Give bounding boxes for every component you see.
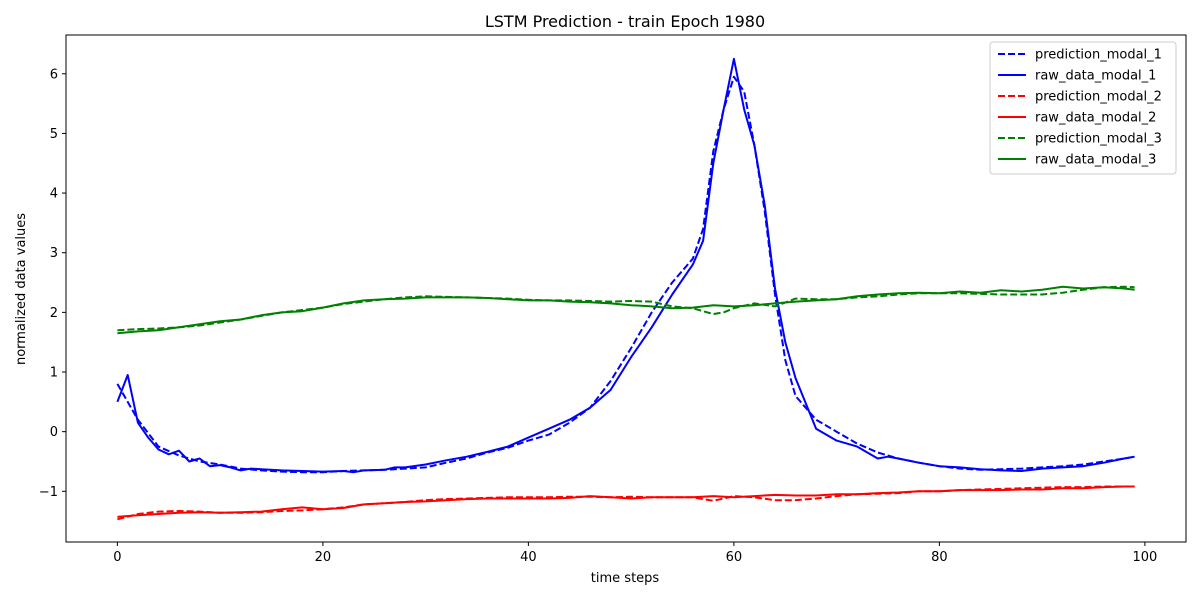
y-tick-label: 1: [50, 366, 58, 381]
series-line-prediction_modal_3: [117, 285, 1135, 332]
x-tick-label: 80: [931, 550, 948, 565]
series-line-raw_data_modal_2: [117, 485, 1135, 518]
legend: prediction_modal_1 raw_data_modal_1predic…: [989, 41, 1177, 175]
x-axis-label: time steps: [591, 571, 660, 586]
axes: 0 20 40 60 80 100 −1 0 1 2 3 4 5 6: [39, 34, 1187, 565]
y-tick-label: −1: [39, 485, 58, 500]
legend-label: raw_data_modal_2: [1035, 111, 1156, 126]
legend-label: prediction_modal_1: [1035, 48, 1162, 63]
y-tick-label: 5: [50, 127, 58, 142]
y-tick-label: 6: [50, 67, 58, 82]
x-tick-label: 60: [726, 550, 743, 565]
series-line-raw_data_modal_3: [117, 285, 1135, 335]
y-tick-label: 3: [50, 246, 58, 261]
series-line-raw_data_modal_1: [116, 57, 1135, 474]
legend-label: prediction_modal_3: [1035, 132, 1162, 147]
chart-title: LSTM Prediction - train Epoch 1980: [485, 12, 765, 31]
x-tick-label: 100: [1132, 550, 1157, 565]
y-tick-label: 2: [50, 306, 58, 321]
x-tick-label: 0: [113, 550, 121, 565]
legend-label: prediction_modal_2: [1035, 90, 1162, 105]
x-tick-label: 40: [520, 550, 537, 565]
plot-area: [116, 57, 1135, 521]
y-tick-label: 4: [50, 187, 58, 202]
plot-frame: [65, 34, 1187, 543]
series-group: [116, 57, 1135, 521]
y-tick-label: 0: [50, 425, 58, 440]
y-axis-label: normalized data values: [14, 213, 29, 365]
x-tick-label: 20: [315, 550, 332, 565]
legend-label: raw_data_modal_1: [1035, 69, 1156, 84]
legend-box: [989, 41, 1177, 175]
legend-label: raw_data_modal_3: [1035, 153, 1156, 168]
